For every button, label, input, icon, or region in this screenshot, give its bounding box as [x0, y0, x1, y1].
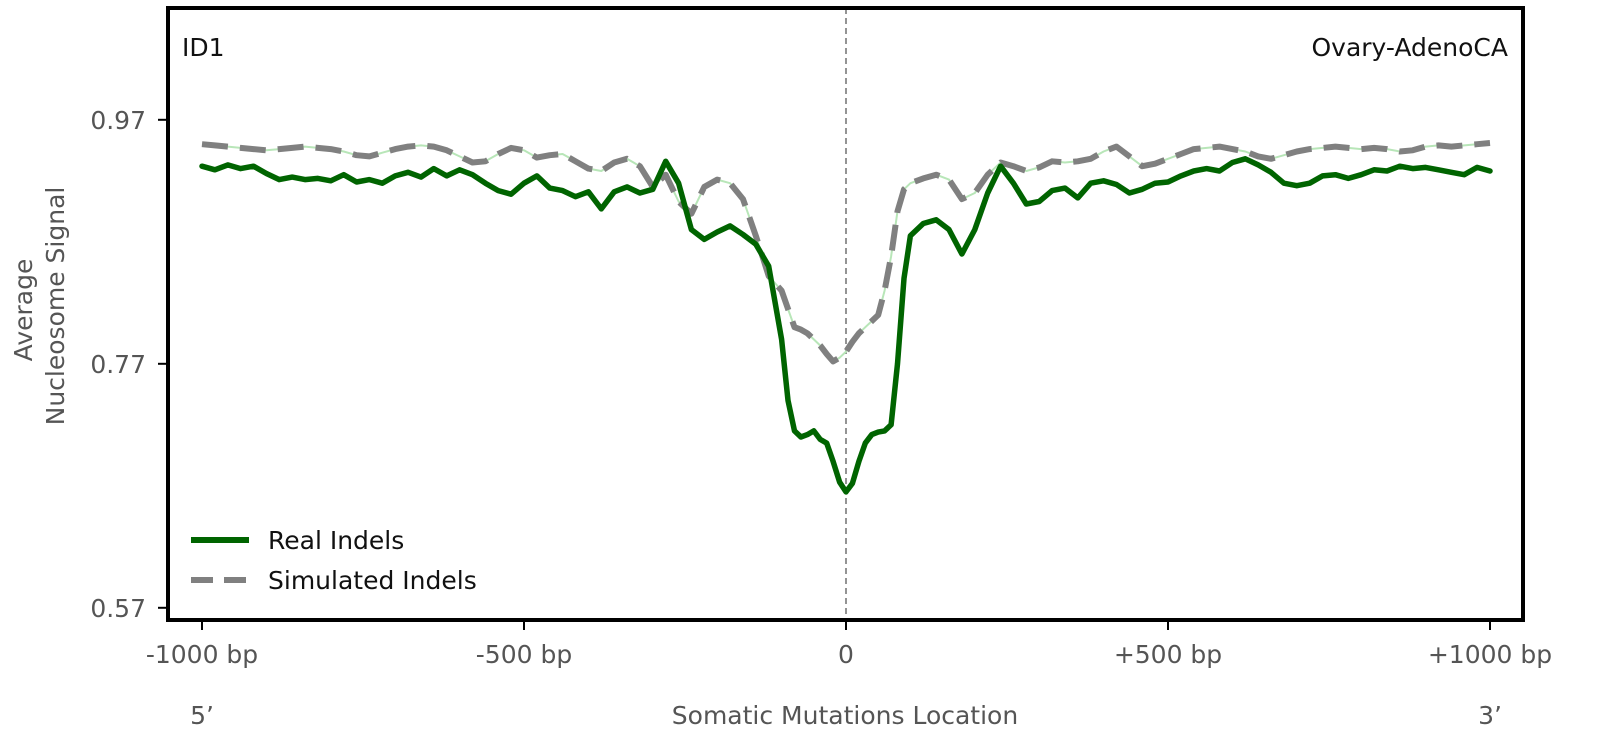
y-axis-label-line2: Nucleosome Signal: [41, 187, 70, 426]
five-prime-label: 5’: [190, 701, 214, 730]
series-layer: [199, 140, 1493, 495]
series-line-real-indels: [199, 156, 1493, 495]
y-axis-label-line1: Average: [9, 259, 38, 362]
y-tick-label: 0.57: [90, 594, 146, 623]
y-axis-label: Average Nucleosome Signal: [9, 187, 70, 426]
x-tick-label: 0: [838, 640, 854, 669]
x-tick-label: +500 bp: [1114, 640, 1222, 669]
y-tick-label: 0.77: [90, 350, 146, 379]
cancer-type-label: Ovary-AdenoCA: [1311, 33, 1508, 62]
x-tick-label: +1000 bp: [1428, 640, 1552, 669]
legend: Real Indels Simulated Indels: [191, 526, 477, 595]
legend-label-real-indels: Real Indels: [268, 526, 404, 555]
signature-label: ID1: [182, 33, 225, 62]
x-tick-label: -500 bp: [476, 640, 572, 669]
x-tick-label: -1000 bp: [146, 640, 258, 669]
series-line-simulated-indels: [201, 140, 1491, 365]
three-prime-label: 3’: [1478, 701, 1502, 730]
axis-ticks: -1000 bp -500 bp 0 +500 bp +1000 bp 0.57 0.77 0…: [90, 106, 1552, 669]
x-axis-label: Somatic Mutations Location: [672, 701, 1018, 730]
plot-frame: [166, 6, 1525, 622]
y-tick-label: 0.97: [90, 106, 146, 135]
legend-label-simulated-indels: Simulated Indels: [268, 566, 477, 595]
